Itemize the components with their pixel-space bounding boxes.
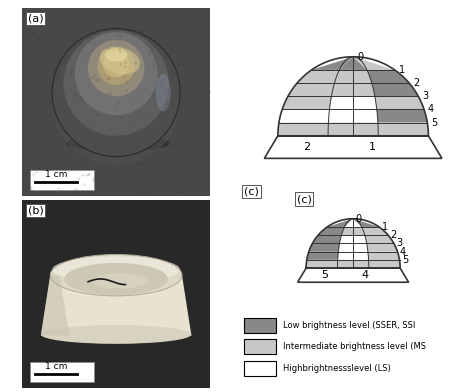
Text: 0: 0 — [357, 52, 363, 62]
Polygon shape — [341, 227, 365, 235]
Polygon shape — [372, 83, 419, 96]
Ellipse shape — [100, 47, 140, 74]
Polygon shape — [41, 275, 69, 336]
Ellipse shape — [50, 254, 182, 296]
Text: 1: 1 — [399, 65, 405, 75]
Text: 0: 0 — [356, 214, 362, 224]
Circle shape — [52, 38, 180, 166]
Text: 5: 5 — [402, 255, 408, 265]
Polygon shape — [369, 260, 400, 268]
Polygon shape — [306, 260, 337, 268]
Text: 4: 4 — [400, 247, 406, 257]
Circle shape — [103, 51, 129, 78]
Polygon shape — [22, 8, 210, 196]
Polygon shape — [29, 362, 93, 383]
Ellipse shape — [52, 256, 180, 283]
Circle shape — [88, 40, 145, 96]
Polygon shape — [312, 235, 341, 243]
Text: 2: 2 — [303, 142, 310, 152]
Ellipse shape — [105, 48, 128, 62]
Text: 5: 5 — [321, 270, 328, 280]
Text: 3: 3 — [396, 238, 402, 249]
Text: 1 cm: 1 cm — [45, 362, 67, 371]
FancyBboxPatch shape — [244, 361, 276, 376]
Text: 4: 4 — [428, 104, 434, 114]
Polygon shape — [345, 219, 362, 227]
Polygon shape — [279, 109, 329, 123]
Text: 2: 2 — [413, 78, 419, 88]
Polygon shape — [353, 219, 379, 227]
Polygon shape — [309, 243, 339, 252]
Polygon shape — [339, 57, 367, 70]
Polygon shape — [329, 96, 377, 109]
Polygon shape — [29, 170, 93, 191]
Ellipse shape — [66, 135, 170, 152]
Ellipse shape — [41, 325, 191, 344]
Text: (c): (c) — [244, 186, 259, 196]
Polygon shape — [377, 109, 428, 123]
FancyBboxPatch shape — [244, 318, 276, 333]
Polygon shape — [22, 200, 210, 388]
Circle shape — [52, 29, 180, 156]
Text: 5: 5 — [431, 118, 438, 128]
Text: 4: 4 — [362, 270, 369, 280]
Polygon shape — [298, 268, 409, 282]
Polygon shape — [368, 252, 400, 260]
Polygon shape — [328, 109, 378, 123]
Polygon shape — [337, 252, 369, 260]
Text: Highbrightnessslevel (LS): Highbrightnessslevel (LS) — [283, 364, 391, 373]
Polygon shape — [288, 83, 335, 96]
Circle shape — [64, 31, 169, 136]
Polygon shape — [337, 260, 369, 268]
FancyBboxPatch shape — [244, 339, 276, 354]
Polygon shape — [264, 136, 442, 158]
Polygon shape — [307, 252, 338, 260]
Polygon shape — [41, 275, 191, 336]
Polygon shape — [353, 57, 395, 70]
Polygon shape — [362, 227, 388, 235]
Text: (b): (b) — [27, 205, 44, 216]
Polygon shape — [311, 57, 353, 70]
Polygon shape — [375, 96, 424, 109]
Text: (c): (c) — [297, 194, 311, 204]
Circle shape — [52, 29, 180, 156]
Circle shape — [75, 32, 157, 115]
Polygon shape — [328, 123, 378, 136]
Ellipse shape — [155, 74, 171, 111]
Text: 1: 1 — [369, 142, 376, 152]
Polygon shape — [331, 83, 375, 96]
Text: Intermediate brightness level (MS: Intermediate brightness level (MS — [283, 343, 427, 351]
Text: (a): (a) — [27, 13, 43, 24]
Polygon shape — [278, 123, 328, 136]
Polygon shape — [318, 227, 345, 235]
Text: 3: 3 — [422, 91, 428, 101]
Polygon shape — [282, 96, 331, 109]
Text: Low brightness level (SSER, SSI: Low brightness level (SSER, SSI — [283, 321, 416, 330]
Polygon shape — [367, 70, 409, 83]
Text: 1 cm: 1 cm — [45, 170, 67, 179]
Polygon shape — [297, 70, 339, 83]
Text: 1: 1 — [382, 222, 388, 232]
Text: 2: 2 — [391, 230, 397, 240]
Circle shape — [97, 47, 135, 85]
Polygon shape — [338, 243, 368, 252]
Polygon shape — [365, 235, 394, 243]
Ellipse shape — [91, 273, 148, 289]
Polygon shape — [378, 123, 428, 136]
Polygon shape — [339, 235, 367, 243]
Polygon shape — [335, 70, 372, 83]
Polygon shape — [327, 219, 353, 227]
Ellipse shape — [64, 263, 168, 295]
Polygon shape — [367, 243, 398, 252]
